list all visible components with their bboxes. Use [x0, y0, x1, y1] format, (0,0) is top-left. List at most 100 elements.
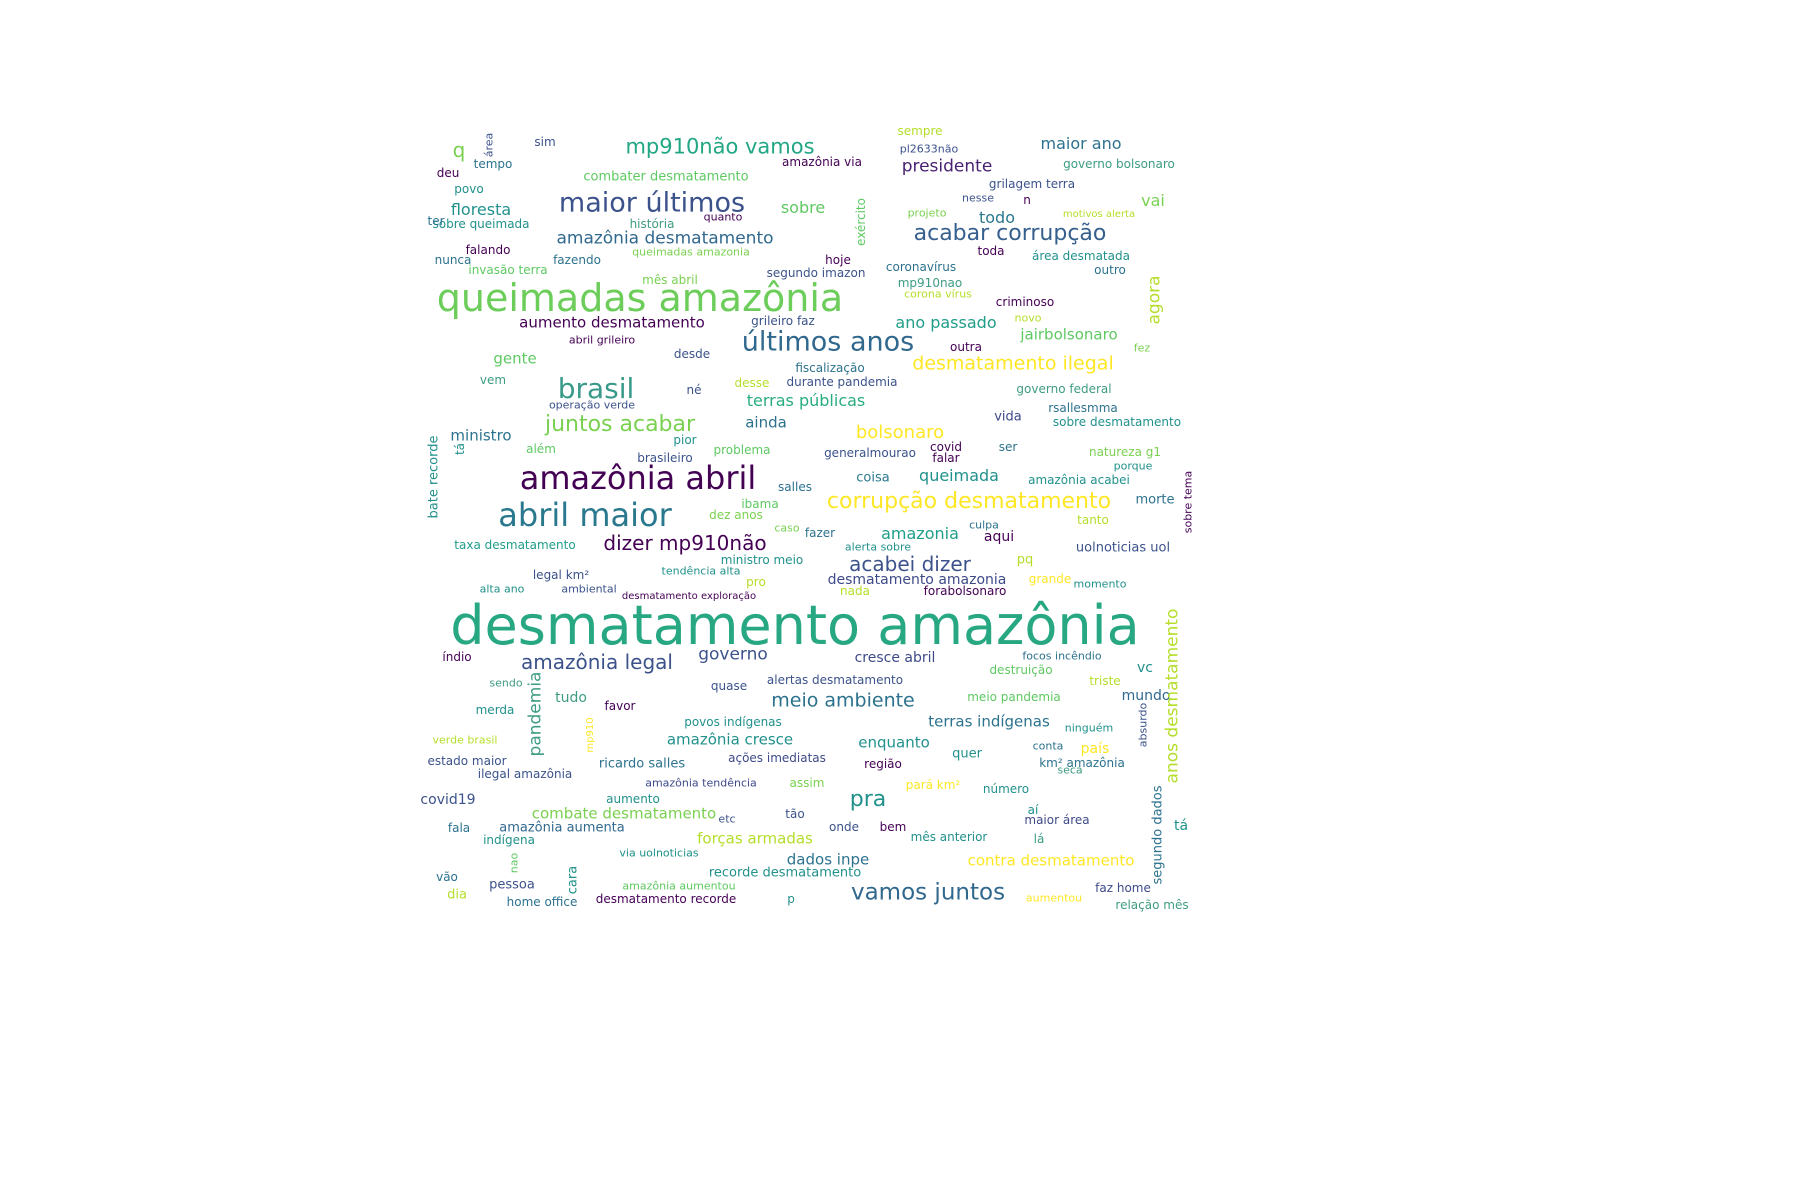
- cloud-word: p: [787, 892, 795, 906]
- cloud-word: amazônia via: [782, 155, 862, 169]
- cloud-word: tudo: [555, 690, 587, 706]
- cloud-word: outro: [1094, 263, 1126, 277]
- cloud-word: etc: [718, 812, 736, 826]
- cloud-word: área desmatada: [1032, 249, 1130, 263]
- cloud-word: aumentou: [1025, 891, 1083, 905]
- cloud-word: focos incêndio: [1022, 649, 1102, 663]
- cloud-word: pessoa: [489, 877, 535, 893]
- cloud-word: aqui: [983, 529, 1015, 545]
- cloud-word: mp910nao: [897, 276, 963, 290]
- cloud-word: grande: [1028, 572, 1072, 586]
- cloud-word: criminoso: [995, 295, 1055, 309]
- cloud-word: pará km²: [905, 778, 961, 792]
- cloud-word: desmatamento exploração: [621, 591, 757, 602]
- cloud-word: governo federal: [1016, 382, 1112, 396]
- cloud-word: dia: [447, 887, 467, 903]
- cloud-word: mês abril: [642, 273, 698, 287]
- cloud-word: amazônia desmatamento: [556, 228, 774, 249]
- cloud-word: amazônia tendência: [645, 776, 757, 790]
- cloud-word: merda: [475, 703, 515, 717]
- cloud-word: home office: [506, 895, 578, 909]
- cloud-word: sempre: [897, 124, 943, 138]
- cloud-word: q: [452, 138, 466, 162]
- cloud-word: desse: [734, 376, 770, 390]
- cloud-word: maior ano: [1040, 134, 1122, 153]
- cloud-word: alertas desmatamento: [766, 673, 904, 687]
- cloud-word: taxa desmatamento: [454, 538, 576, 552]
- cloud-word: todo: [978, 208, 1016, 227]
- cloud-word: vem: [479, 373, 507, 387]
- cloud-word: agora: [1144, 275, 1165, 325]
- cloud-word: aumento: [606, 792, 660, 806]
- cloud-word: ministro: [450, 426, 512, 445]
- cloud-word: culpa: [969, 518, 999, 532]
- cloud-word: operação verde: [548, 398, 636, 412]
- cloud-word: via uolnoticias: [619, 846, 699, 860]
- cloud-word: pandemia: [525, 671, 546, 757]
- cloud-word: amazônia legal: [521, 650, 673, 674]
- cloud-word: sobre: [780, 198, 826, 217]
- cloud-word: bolsonaro: [855, 422, 945, 443]
- cloud-word: verde brasil: [432, 733, 498, 747]
- cloud-word: amazônia abril: [519, 459, 757, 497]
- cloud-word: vida: [994, 409, 1022, 425]
- cloud-word: amazônia acabei: [1028, 473, 1130, 487]
- cloud-word: vão: [436, 870, 458, 884]
- cloud-word: além: [526, 442, 556, 456]
- cloud-word: coronavírus: [885, 260, 957, 274]
- cloud-word: sobre queimada: [432, 217, 530, 231]
- cloud-word: onde: [829, 820, 859, 834]
- cloud-word: ilegal amazônia: [477, 767, 573, 781]
- cloud-word: alerta sobre: [844, 540, 912, 554]
- cloud-word: forabolsonaro: [923, 584, 1007, 598]
- cloud-word: nunca: [434, 253, 472, 267]
- cloud-word: mp910não vamos: [625, 134, 815, 159]
- cloud-word: corrupção desmatamento: [826, 489, 1112, 514]
- cloud-word: governo: [698, 644, 768, 665]
- cloud-word: outra: [950, 340, 982, 354]
- cloud-word: queimada: [919, 466, 999, 485]
- cloud-word: pra: [849, 787, 887, 812]
- cloud-word: nao: [507, 852, 521, 874]
- cloud-word: legal km²: [532, 568, 590, 582]
- cloud-word: meio ambiente: [771, 689, 915, 712]
- cloud-word: favor: [604, 699, 636, 713]
- cloud-word: acabei dizer: [849, 552, 971, 576]
- cloud-word: falar: [932, 451, 960, 465]
- cloud-word: queimadas amazônia: [436, 276, 844, 320]
- cloud-word: caso: [774, 521, 800, 535]
- cloud-word: brasileiro: [637, 451, 693, 465]
- cloud-word: sendo: [489, 676, 523, 690]
- cloud-word: país: [1080, 741, 1110, 757]
- cloud-word: nada: [840, 584, 870, 598]
- cloud-word: contra desmatamento: [967, 851, 1135, 870]
- cloud-word: presidente: [901, 156, 993, 177]
- cloud-word: acabar corrupção: [913, 221, 1107, 246]
- cloud-word: quanto: [703, 210, 743, 224]
- cloud-word: forças armadas: [697, 829, 813, 848]
- cloud-word: grilagem terra: [988, 177, 1076, 191]
- cloud-word: tanto: [1077, 513, 1109, 527]
- cloud-word: tão: [785, 807, 805, 821]
- cloud-word: combater desmatamento: [583, 169, 749, 185]
- cloud-word: combate desmatamento: [531, 804, 717, 823]
- cloud-word: brasil: [557, 372, 635, 405]
- cloud-word: indígena: [483, 833, 535, 847]
- cloud-word: área: [482, 132, 496, 158]
- cloud-word: rsallesmma: [1048, 401, 1118, 415]
- cloud-word: km² amazônia: [1039, 756, 1125, 770]
- cloud-word: governo bolsonaro: [1063, 157, 1175, 171]
- cloud-word: deu: [436, 166, 460, 180]
- cloud-word: queimadas amazonia: [632, 245, 750, 259]
- cloud-word: ter: [427, 214, 445, 228]
- cloud-word: amazônia cresce: [666, 730, 794, 749]
- cloud-word: seca: [1057, 763, 1083, 777]
- cloud-word: alta ano: [479, 582, 525, 596]
- cloud-word: aí: [1027, 803, 1039, 817]
- cloud-word: gente: [493, 349, 537, 368]
- cloud-word: ser: [998, 440, 1018, 454]
- cloud-word: falando: [465, 243, 511, 257]
- cloud-word: desmatamento ilegal: [912, 352, 1114, 375]
- cloud-word: exército: [854, 198, 868, 246]
